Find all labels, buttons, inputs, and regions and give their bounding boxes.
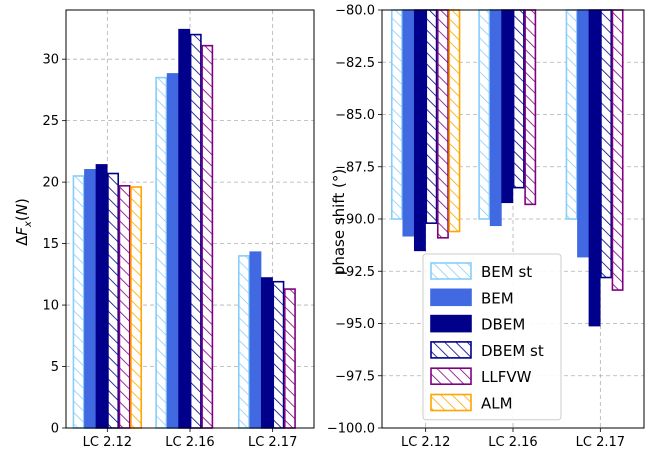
- legend-label: ALM: [481, 395, 513, 413]
- bar-bem: [166, 73, 179, 429]
- bar-llfvw: [118, 185, 131, 429]
- bar-dbem: [413, 9, 426, 252]
- bar-dbem-st: [600, 9, 613, 279]
- bar-bem-st: [72, 175, 85, 429]
- bar-bem-st: [155, 76, 168, 429]
- bar-dbem: [260, 277, 273, 429]
- legend-swatch: [430, 367, 472, 386]
- x-tick-label: LC 2.16: [488, 435, 537, 450]
- bar-dbem-st: [272, 280, 285, 429]
- bar-dbem: [501, 9, 514, 204]
- legend-swatch: [430, 262, 472, 280]
- legend-label: DBEM: [481, 316, 525, 334]
- bar-bem: [489, 9, 502, 227]
- legend-swatch: [430, 393, 472, 412]
- legend-label: LLFVW: [481, 368, 532, 386]
- bar-llfvw: [524, 9, 537, 206]
- bar-bem: [84, 169, 97, 429]
- bar-bem: [577, 9, 590, 258]
- legend-label: DBEM st: [481, 342, 544, 360]
- bar-bem: [249, 251, 262, 429]
- bar-llfvw: [436, 9, 449, 239]
- legend-swatch: [430, 288, 472, 307]
- x-tick-label: LC 2.12: [83, 435, 132, 450]
- y-tick-label: 0: [51, 422, 59, 437]
- bar-dbem-st: [425, 9, 438, 224]
- bar-bem-st: [237, 255, 250, 429]
- bar-llfvw: [611, 9, 624, 291]
- legend-swatch: [430, 341, 472, 359]
- y-tick-label: 15: [42, 237, 59, 252]
- y-tick-label: −95.0: [335, 317, 375, 332]
- bar-alm: [130, 186, 143, 429]
- bar-llfvw: [283, 288, 296, 429]
- bar-dbem: [178, 28, 191, 429]
- y-tick-label: −82.5: [335, 56, 375, 71]
- y-tick-label: 20: [42, 176, 59, 191]
- bar-dbem-st: [512, 9, 525, 189]
- y-tick-label: 30: [42, 53, 59, 68]
- phase-panel: phase shift (°) −100.0 −97.5 −95.0 −92.5 −90…: [327, 4, 645, 450]
- bar-bem-st: [390, 9, 403, 220]
- x-tick-label: LC 2.17: [576, 435, 625, 450]
- y-tick-label: −100.0: [327, 422, 375, 437]
- bar-dbem-st: [107, 172, 120, 429]
- y-tick-label: −80.0: [335, 4, 375, 19]
- y-tick-label: 10: [42, 299, 59, 314]
- legend-swatch: [430, 314, 472, 333]
- bar-dbem-st: [189, 33, 202, 429]
- bar-bem-st: [478, 9, 491, 220]
- legend-label: BEM: [481, 289, 514, 307]
- bar-dbem: [95, 164, 108, 429]
- phase-axis-label: phase shift (°): [330, 169, 348, 275]
- bar-llfvw: [201, 44, 214, 429]
- y-tick-label: −87.5: [335, 160, 375, 175]
- y-tick-label: 25: [42, 114, 59, 129]
- x-tick-label: LC 2.17: [248, 435, 297, 450]
- y-tick-label: −97.5: [335, 369, 375, 384]
- x-tick-label: LC 2.16: [165, 435, 214, 450]
- legend: BEM st BEM DBEM DBEM st LLFVW ALM: [422, 253, 562, 421]
- bar-dbem: [588, 9, 601, 327]
- y-tick-label: −92.5: [335, 265, 375, 280]
- bar-bem: [402, 9, 415, 237]
- legend-label: BEM st: [481, 263, 532, 281]
- x-tick-label: LC 2.12: [401, 435, 450, 450]
- y-tick-label: 5: [51, 360, 59, 375]
- y-tick-label: −85.0: [335, 108, 375, 123]
- y-tick-label: −90.0: [335, 213, 375, 228]
- fx-axis-label: ΔFx(N): [13, 198, 34, 246]
- bar-bem-st: [565, 9, 578, 220]
- fx-panel: ΔFx(N) 0 5 10 15 20 25 30 LC 2.12 LC 2.16 LC 2.17: [13, 9, 315, 450]
- bar-alm: [448, 9, 461, 233]
